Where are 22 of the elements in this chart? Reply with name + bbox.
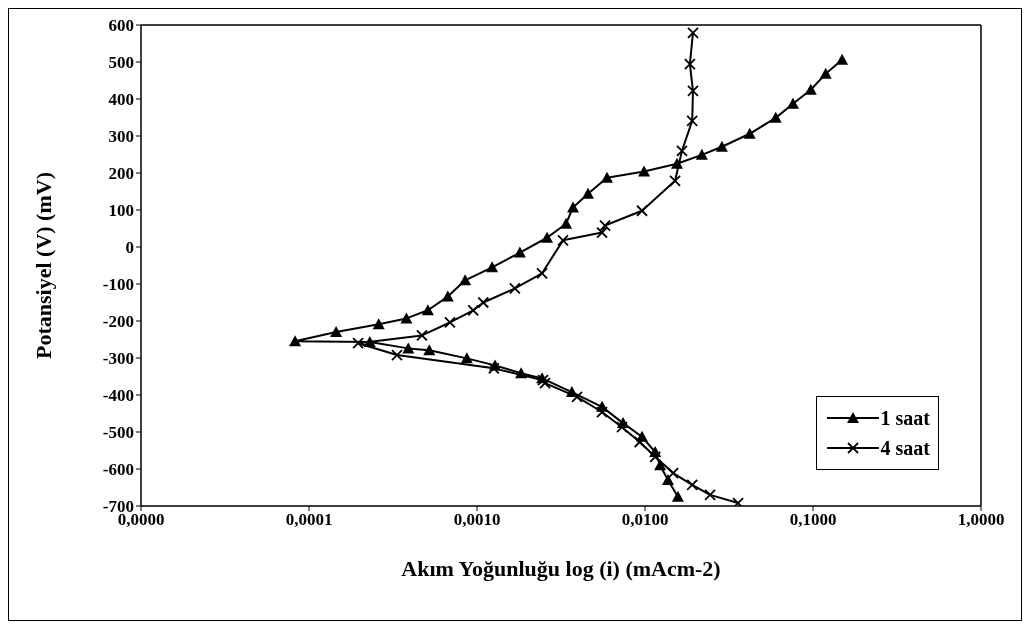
x-tick-label: 0,1000 — [789, 510, 837, 530]
y-axis-title: Potansiyel (V) (mV) — [30, 172, 56, 359]
y-tick-label: 100 — [108, 201, 134, 221]
y-tick-label: -300 — [102, 349, 134, 369]
y-tick-label: -500 — [102, 423, 134, 443]
y-tick-label: 600 — [108, 16, 134, 36]
y-tick-label: -400 — [102, 386, 134, 406]
y-tick-label: 500 — [108, 53, 134, 73]
y-tick-label: -600 — [102, 460, 134, 480]
y-tick-label: -100 — [102, 275, 134, 295]
x-axis-title: Akım Yoğunluğu log (i) (mAcm-2) — [401, 556, 721, 581]
y-tick-label: 300 — [108, 127, 134, 147]
x-tick-label: 0,0001 — [285, 510, 333, 530]
y-tick-label: 400 — [108, 90, 134, 110]
legend-label: 1 saat — [880, 406, 930, 430]
y-tick-label: 0 — [125, 238, 134, 258]
y-tick-label: -200 — [102, 312, 134, 332]
x-tick-label: 0,0100 — [621, 510, 669, 530]
legend-label: 4 saat — [880, 436, 930, 460]
x-tick-label: 0,0010 — [453, 510, 501, 530]
x-tick-label: 1,0000 — [957, 510, 1005, 530]
y-tick-label: 200 — [108, 164, 134, 184]
